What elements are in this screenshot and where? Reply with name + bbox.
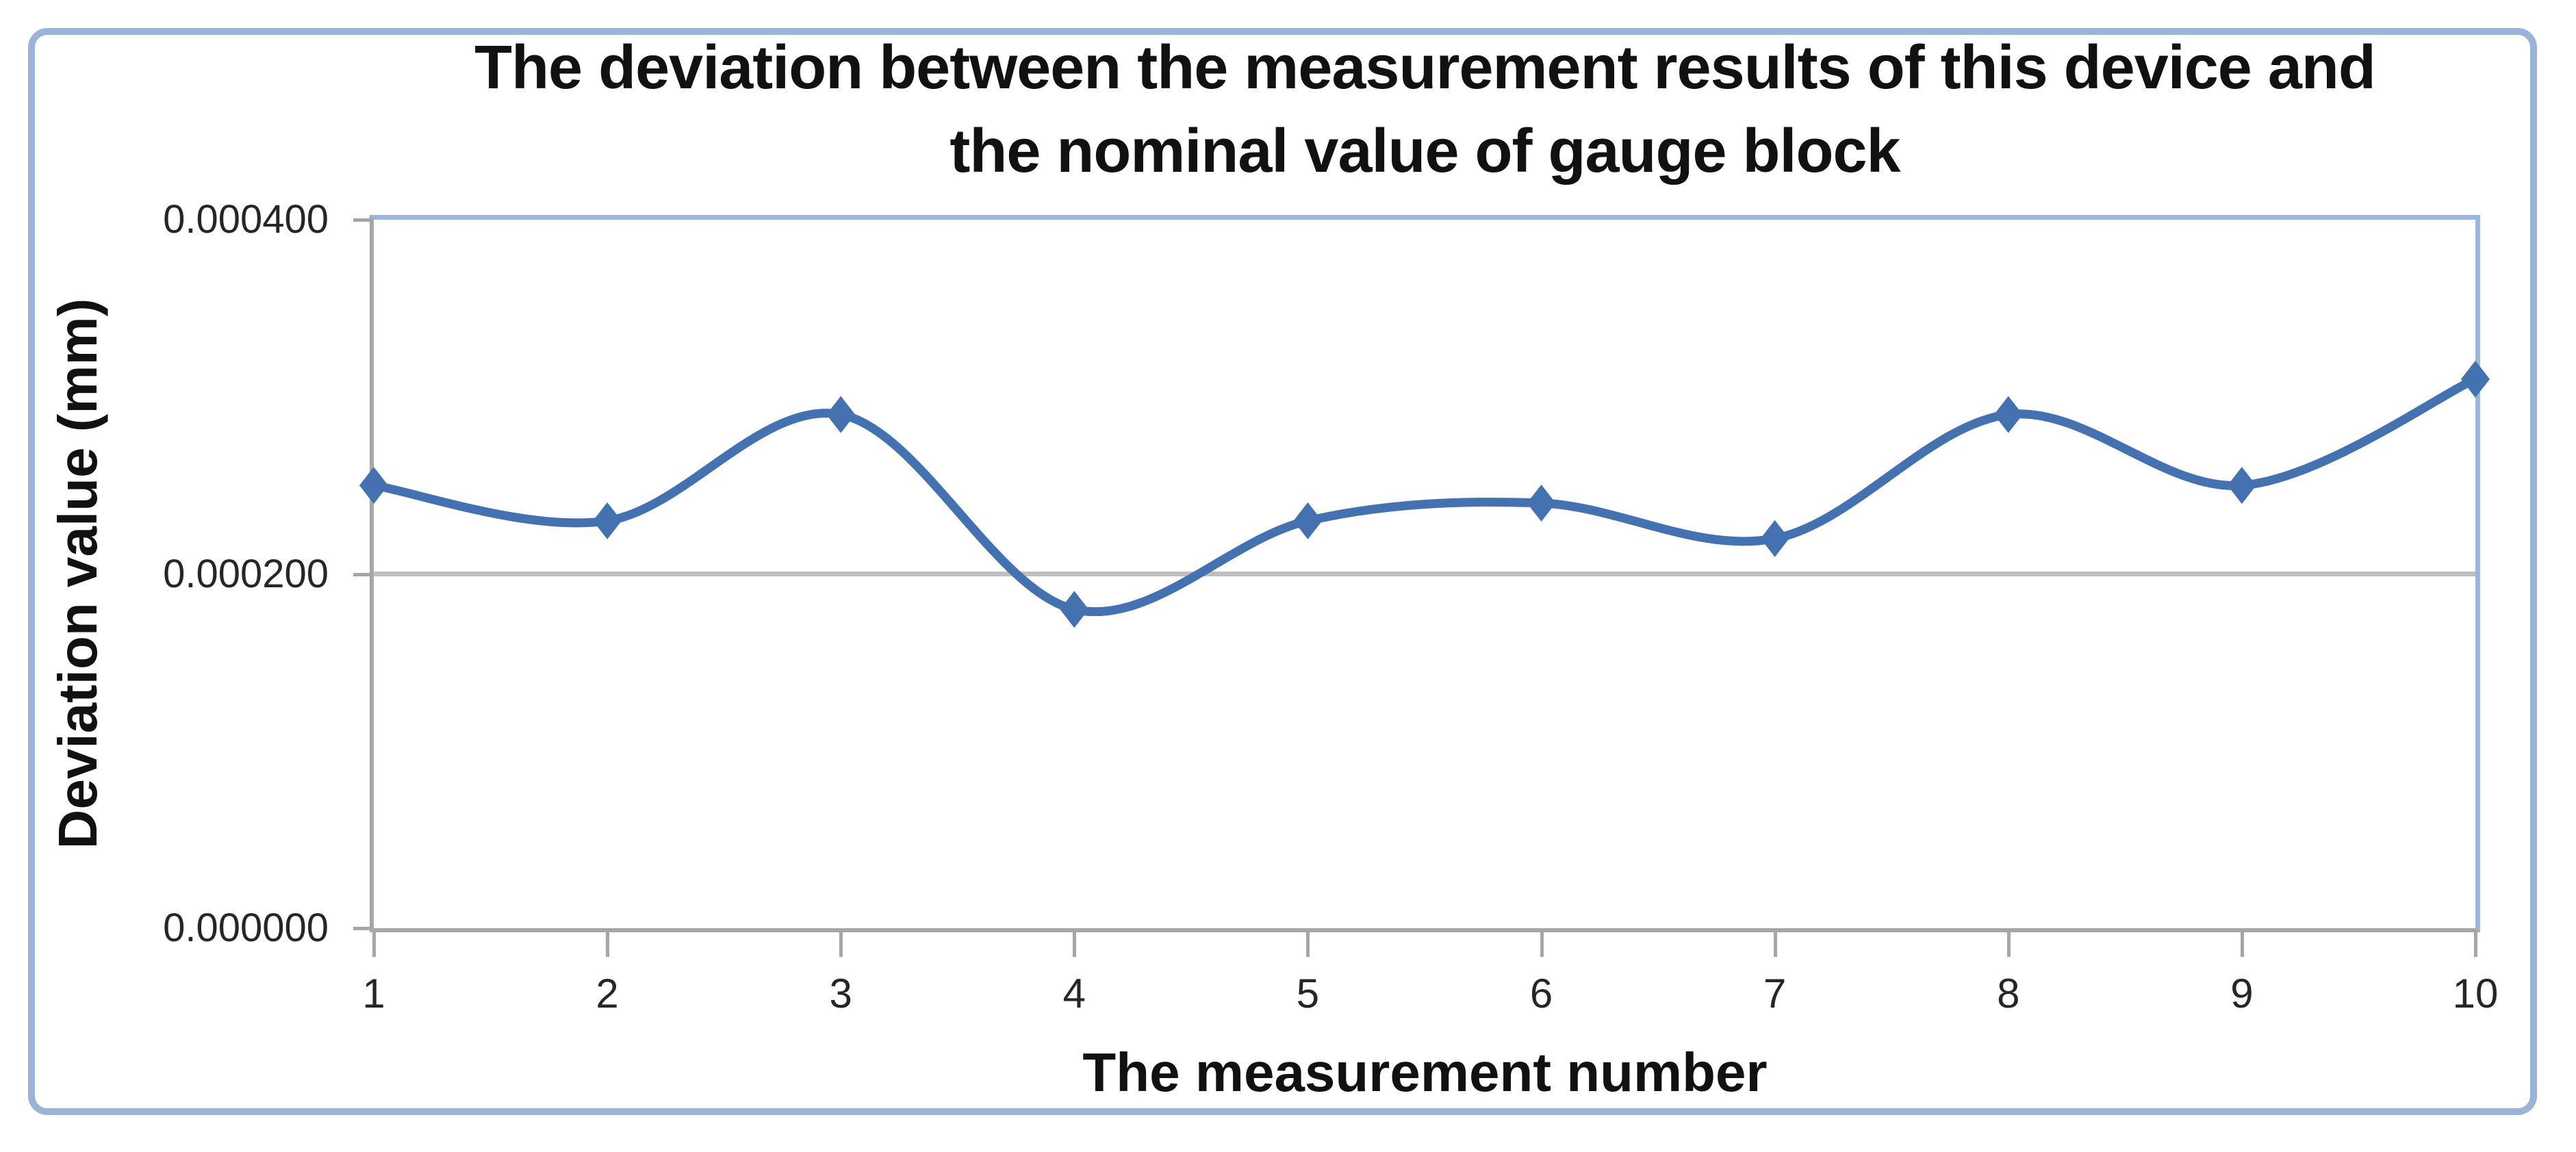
data-point-marker <box>359 467 388 504</box>
chart-outer-frame <box>28 28 2537 1115</box>
chart-title-line-2: the nominal value of gauge block <box>949 117 1900 185</box>
data-point-marker <box>1060 591 1089 628</box>
series-line <box>369 374 2480 617</box>
chart-title-line-1: The deviation between the measurement re… <box>474 34 2376 102</box>
chart-title: The deviation between the measurement re… <box>370 26 2480 193</box>
data-point-marker <box>2461 360 2490 398</box>
series-line-svg <box>359 360 2490 628</box>
data-point-marker <box>1527 485 1556 522</box>
plot-area <box>359 215 2490 932</box>
data-point-marker <box>1293 502 1323 539</box>
x-axis-title: The measurement number <box>1082 1042 1768 1103</box>
y-axis-title: Deviation value (mm) <box>47 298 108 849</box>
data-point-marker <box>2227 467 2256 504</box>
data-point-marker <box>593 502 622 539</box>
data-point-marker <box>826 396 856 433</box>
data-point-marker <box>1993 396 2023 433</box>
data-point-marker <box>1760 520 1789 557</box>
